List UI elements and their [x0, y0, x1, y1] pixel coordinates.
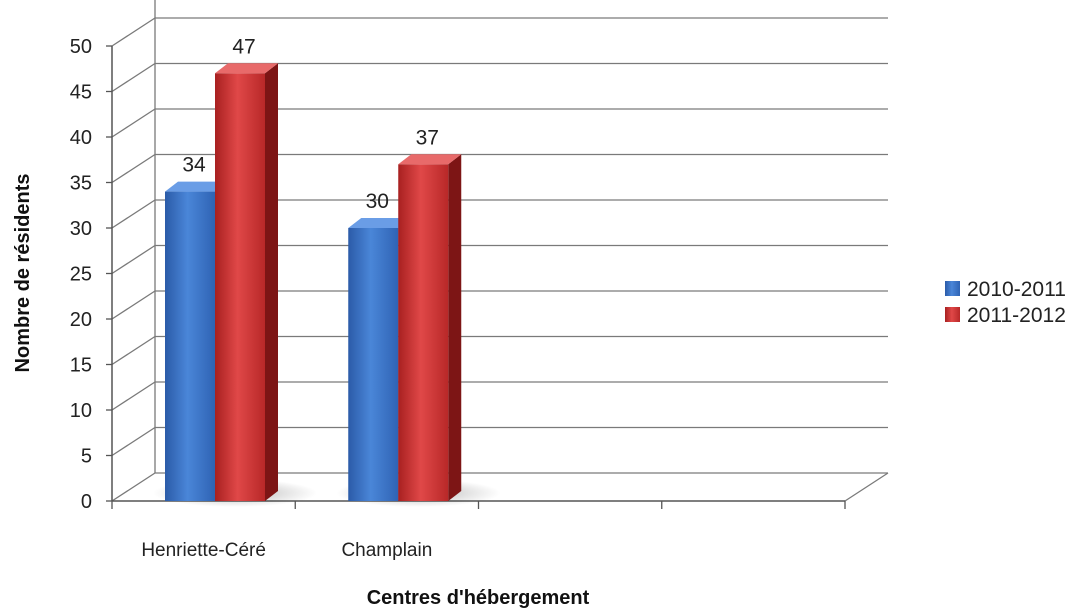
legend: 2010-2011 2011-2012	[945, 278, 1066, 327]
gridline	[111, 17, 888, 47]
bar-top	[215, 63, 278, 74]
x-category-label: Henriette-Céré	[141, 540, 266, 561]
bar-top	[165, 181, 228, 192]
floor-edge	[844, 472, 889, 502]
bar-side	[265, 63, 278, 502]
legend-label-2010-2011: 2010-2011	[967, 278, 1066, 301]
x-category-label: Champlain	[341, 540, 432, 561]
bar-front	[348, 228, 399, 501]
gridlines	[111, 0, 889, 502]
y-tick-label: 15	[70, 355, 92, 377]
bar-front	[398, 164, 449, 502]
legend-label-2011-2012: 2011-2012	[967, 304, 1066, 327]
legend-item-2010-2011: 2010-2011	[945, 278, 1066, 301]
y-tick-labels: 0 5 10 15 20 25 30 35 40 45 50	[70, 36, 92, 513]
bar-top	[398, 154, 462, 165]
x-axis-title: Centres d'hébergement	[367, 587, 590, 609]
data-labels: 34 47 30 37	[182, 35, 439, 213]
y-tick-label: 45	[70, 82, 92, 104]
y-tick-label: 35	[70, 173, 92, 195]
y-tick-label: 10	[70, 400, 92, 422]
bar-top	[348, 218, 412, 228]
y-tick-label: 25	[70, 264, 92, 286]
legend-swatch-2011-2012	[945, 307, 960, 322]
y-tick-label: 50	[70, 36, 92, 58]
x-category-labels: Henriette-Céré Champlain	[141, 540, 432, 561]
bars	[153, 63, 501, 507]
y-tick-label: 20	[70, 309, 92, 331]
bar	[215, 63, 278, 502]
y-tick-label: 5	[81, 446, 92, 468]
y-tick-label: 40	[70, 127, 92, 149]
y-tick-label: 0	[81, 491, 92, 513]
data-label: 47	[232, 35, 255, 58]
legend-item-2011-2012: 2011-2012	[945, 304, 1066, 327]
legend-swatch-2010-2011	[945, 281, 960, 296]
bar	[398, 154, 462, 502]
bar-front	[165, 191, 215, 501]
y-tick-label: 30	[70, 218, 92, 240]
bar-front	[215, 73, 265, 502]
y-axis-title: Nombre de résidents	[12, 174, 34, 373]
bar-side	[448, 154, 462, 502]
data-label: 37	[416, 126, 439, 149]
data-label: 30	[366, 190, 389, 213]
data-label: 34	[182, 154, 206, 177]
